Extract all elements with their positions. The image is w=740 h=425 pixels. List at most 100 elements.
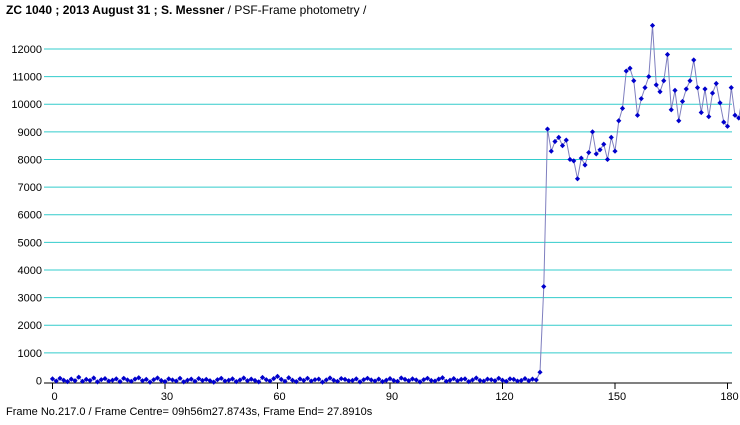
- x-tick-label: 180: [720, 391, 738, 403]
- data-point: [316, 376, 322, 382]
- data-point: [391, 377, 397, 384]
- data-point: [237, 377, 243, 383]
- y-tick-label: 0: [36, 376, 42, 388]
- data-point: [732, 112, 738, 118]
- data-point: [271, 375, 277, 382]
- data-point: [432, 378, 438, 384]
- data-point: [53, 378, 59, 384]
- data-point: [203, 376, 209, 382]
- data-point: [481, 378, 487, 384]
- data-point: [113, 376, 119, 382]
- data-point: [488, 377, 494, 383]
- data-point: [72, 378, 78, 384]
- data-point: [76, 374, 82, 380]
- data-point: [612, 148, 618, 154]
- data-point: [616, 118, 622, 124]
- series-line: [52, 25, 740, 383]
- data-point: [571, 158, 577, 164]
- data-point: [91, 375, 97, 381]
- data-point: [83, 376, 89, 382]
- data-point: [334, 378, 341, 384]
- data-point: [664, 51, 671, 58]
- data-point: [162, 379, 168, 385]
- data-point: [642, 85, 648, 91]
- series-lightcurve: [49, 22, 740, 385]
- data-point: [646, 73, 652, 80]
- data-point: [364, 375, 371, 381]
- data-point: [274, 373, 281, 379]
- data-point: [222, 378, 228, 384]
- data-point: [683, 86, 689, 92]
- data-point: [282, 378, 288, 384]
- data-point: [409, 376, 416, 382]
- data-point: [301, 377, 307, 384]
- data-point: [297, 376, 303, 382]
- y-tick-label: 4000: [18, 265, 42, 277]
- data-point: [166, 376, 172, 382]
- y-tick-label: 3000: [18, 293, 42, 305]
- data-point: [57, 375, 63, 381]
- data-point: [604, 156, 611, 163]
- data-point: [241, 375, 247, 381]
- data-point: [492, 378, 498, 384]
- data-point: [653, 82, 659, 88]
- data-point: [199, 377, 206, 384]
- data-point: [357, 379, 363, 385]
- data-point: [331, 377, 337, 383]
- data-point: [327, 375, 333, 381]
- data-point: [124, 377, 131, 383]
- data-point: [623, 68, 629, 74]
- y-tick-label: 12000: [11, 44, 42, 56]
- data-point: [511, 376, 517, 382]
- data-point: [447, 377, 453, 383]
- data-point: [79, 378, 86, 384]
- data-point: [132, 376, 138, 382]
- data-point: [728, 85, 734, 91]
- data-point: [477, 377, 483, 384]
- data-point: [541, 283, 547, 290]
- data-point: [211, 379, 217, 385]
- data-point: [676, 118, 682, 124]
- chart-title: ZC 1040 ; 2013 August 31 ; S. Messner / …: [6, 3, 367, 17]
- data-point: [661, 78, 667, 84]
- data-point: [721, 119, 727, 125]
- data-point: [484, 376, 491, 382]
- data-point: [451, 375, 457, 382]
- data-point: [466, 379, 472, 385]
- y-tick-label: 10000: [11, 99, 42, 111]
- data-point: [169, 377, 176, 383]
- data-point: [507, 376, 513, 382]
- data-point: [218, 375, 224, 381]
- data-point: [214, 377, 221, 383]
- data-point: [631, 78, 637, 84]
- x-tick-label: 150: [608, 391, 626, 403]
- data-point: [256, 379, 262, 385]
- data-point: [601, 141, 607, 147]
- data-point: [184, 377, 191, 383]
- data-point: [559, 143, 566, 149]
- data-point: [192, 378, 198, 384]
- y-tick-label: 5000: [18, 237, 42, 249]
- data-point: [244, 378, 251, 384]
- status-line: Frame No.217.0 / Frame Centre= 09h56m27.…: [6, 406, 373, 418]
- data-point: [717, 100, 723, 106]
- data-point: [634, 112, 641, 118]
- data-point: [518, 377, 524, 384]
- data-point: [499, 377, 506, 383]
- data-point: [589, 129, 596, 135]
- data-point: [353, 376, 359, 382]
- data-point: [706, 114, 712, 120]
- data-point: [136, 375, 142, 381]
- y-axis-ticks: 0 1000 2000 3000 4000 5000 6000 7000 8000 9000 100…: [11, 44, 42, 388]
- data-point: [522, 375, 528, 382]
- data-point: [233, 379, 239, 385]
- data-point: [64, 379, 71, 385]
- x-tick-label: 60: [273, 391, 285, 403]
- data-point: [428, 377, 434, 384]
- data-point: [462, 376, 468, 382]
- data-point: [196, 375, 202, 382]
- data-point: [312, 377, 318, 383]
- data-point: [619, 105, 626, 111]
- data-point: [638, 96, 644, 102]
